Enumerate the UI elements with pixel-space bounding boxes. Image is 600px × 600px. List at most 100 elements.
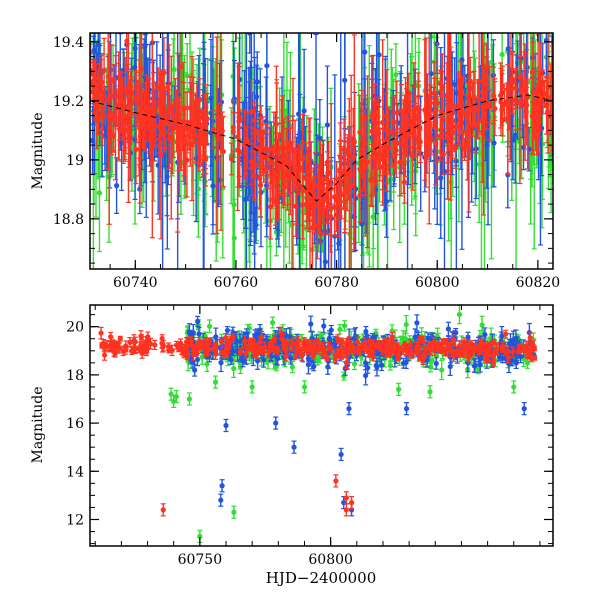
top-panel-frame [89,32,554,270]
x-tick-label: 60740 [113,275,158,291]
red-data-point [312,202,318,208]
top-y-axis-label: Magnitude [30,112,46,189]
red-data-point [210,126,216,133]
x-tick-label: 60760 [214,275,259,291]
red-data-point [120,129,127,135]
red-data-point [304,195,310,201]
green-data-point [521,15,526,20]
blue-data-point [90,137,96,144]
red-data-point [105,73,111,80]
red-data-point [133,84,139,91]
y-tick-label: 19.4 [53,35,84,51]
red-data-point [440,151,446,157]
red-data-point [517,100,523,106]
red-data-point [243,170,249,177]
red-data-point [184,157,190,163]
red-data-point [380,144,387,150]
red-data-point [309,225,315,231]
red-data-point [464,141,470,147]
red-data-point [529,113,535,119]
y-tick-label: 19 [66,153,84,169]
red-data-point [384,127,390,134]
red-data-point [472,122,479,128]
red-data-point [357,192,363,198]
red-data-point [426,124,432,131]
red-data-point [157,143,163,149]
red-data-point [401,179,407,185]
blue-data-point [383,198,390,205]
red-data-point [549,95,553,101]
red-data-point [137,133,143,140]
red-data-point [297,165,303,171]
blue-data-point [473,146,479,152]
red-data-point [161,108,168,114]
red-data-point [267,160,273,166]
blue-data-point [264,63,270,69]
red-data-point [360,169,366,175]
blue-data-point [132,137,138,143]
red-data-point [500,83,506,89]
green-data-point [456,311,463,318]
red-data-point [450,129,456,135]
red-data-point [90,78,96,85]
x-tick-label: 60800 [415,275,460,291]
red-data-point [271,144,277,150]
green-data-point [171,67,177,73]
red-data-point [475,107,481,113]
red-data-point [437,80,444,87]
red-data-point [512,97,518,103]
red-data-point [448,95,454,101]
red-data-point [139,65,145,72]
red-data-point [200,141,206,147]
red-data-point [110,77,116,83]
blue-data-point [324,122,330,128]
red-data-point [273,121,279,127]
red-data-point [300,202,306,208]
top-panel-axes: 60740 60760 60780 60800 60820 18.8 19 19.2 19.4 [53,33,560,291]
blue-data-point [510,137,516,143]
red-data-point [437,133,443,139]
green-data-point [337,326,343,332]
top-panel: 60740 60760 60780 60800 6082018.81919.219.4 … [30,15,560,291]
blue-data-point [448,22,453,27]
red-data-point [380,119,386,126]
red-data-point [397,159,403,165]
red-data-point [124,38,130,44]
red-data-point [440,111,446,117]
red-data-point [499,106,505,113]
red-data-point [533,106,540,112]
red-data-point [96,75,102,81]
red-data-point [491,93,497,99]
blue-data-point [301,108,307,114]
red-data-point [260,129,266,135]
red-data-point [485,64,491,70]
red-data-point [112,115,119,121]
red-data-point [216,118,222,124]
green-data-point [206,323,213,329]
green-data-point [476,161,482,167]
blue-data-point [317,135,323,141]
red-data-point [265,153,271,159]
red-data-point [166,121,172,128]
green-data-point [499,51,505,58]
red-data-point [251,117,257,124]
green-data-point [479,322,485,328]
red-data-point [319,176,325,182]
red-data-point [202,136,208,142]
green-data-point [96,190,103,196]
red-data-point [230,129,236,135]
x-tick-label: 60780 [314,275,359,291]
red-data-point [500,117,506,123]
red-data-point [537,84,544,90]
red-data-point [381,154,388,160]
green-data-point [373,330,379,336]
blue-data-point [114,183,120,189]
blue-data-point [132,64,138,70]
red-data-point [427,108,433,114]
red-data-point [410,153,416,159]
red-data-point [325,187,331,194]
red-data-point [504,101,510,107]
red-data-point [519,88,525,94]
red-data-point [327,213,334,220]
